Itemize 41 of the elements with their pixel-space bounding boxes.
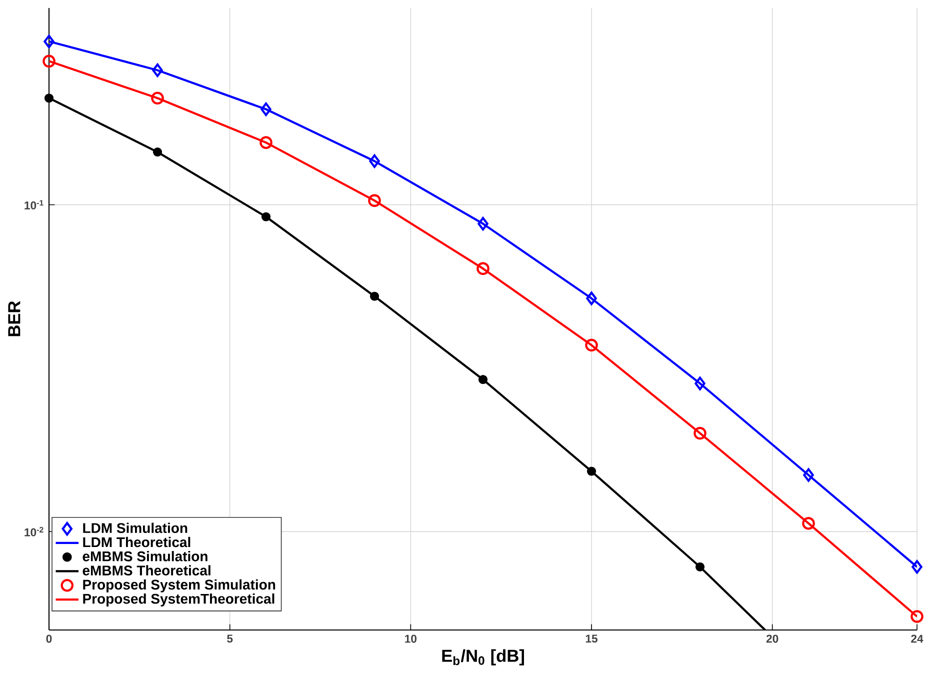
legend-label: eMBMS Theoretical	[82, 565, 210, 576]
point	[478, 216, 488, 231]
point	[586, 292, 597, 306]
point	[585, 338, 598, 352]
point	[42, 54, 56, 68]
point	[803, 468, 814, 482]
y-tick-label: 10$^{-1}$	[24, 200, 44, 210]
legend-label: Proposed SystemTheoretical	[83, 593, 274, 607]
x-tick-label: 24	[911, 634, 924, 643]
point	[151, 92, 164, 105]
legend-label: LDM Theoretical	[83, 536, 190, 548]
y-axis-title: BER	[8, 301, 20, 336]
point	[261, 212, 271, 222]
point	[694, 376, 706, 390]
point	[152, 63, 163, 78]
legend-label: eMBMS Simulation	[82, 551, 208, 562]
point	[260, 102, 272, 116]
point	[369, 154, 380, 168]
point	[695, 562, 705, 572]
x-tick-label: 15	[586, 634, 598, 643]
legend-label: Proposed System Simulation	[83, 579, 276, 592]
x-tick-label: 10	[405, 634, 417, 643]
point	[152, 147, 162, 157]
point	[694, 426, 706, 440]
point	[44, 94, 54, 103]
point	[44, 34, 54, 48]
x-tick-label: 0	[46, 634, 52, 643]
point	[912, 560, 922, 574]
point	[368, 194, 381, 207]
point	[478, 374, 488, 384]
x-tick-label: 20	[766, 634, 778, 643]
point	[476, 262, 490, 275]
x-axis-title: E$_{b}$/N$_{0}$ [dB]	[442, 649, 524, 666]
legend-label: LDM Simulation	[83, 522, 188, 534]
point	[370, 292, 380, 301]
point	[260, 136, 272, 149]
point	[802, 516, 815, 530]
point	[586, 466, 596, 476]
x-tick-label: 5	[227, 634, 233, 643]
y-tick-label: 10$^{-2}$	[24, 526, 44, 536]
point	[910, 610, 924, 623]
